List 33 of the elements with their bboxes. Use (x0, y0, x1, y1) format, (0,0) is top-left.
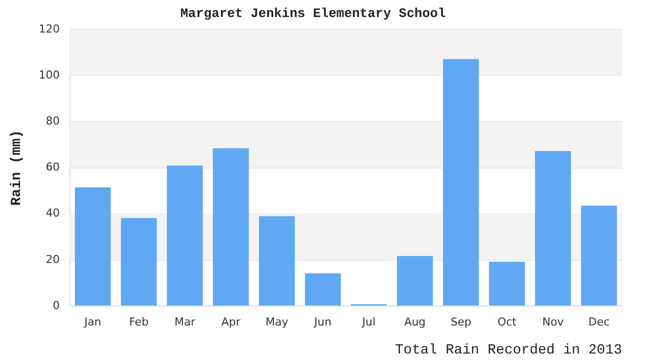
x-tick-label: Sep (450, 315, 472, 328)
bar (120, 218, 157, 306)
x-tick-label: May (265, 315, 289, 328)
bar (74, 187, 111, 306)
bar (396, 256, 433, 306)
x-tick-label: Feb (129, 315, 149, 328)
x-tick-label: Jun (313, 315, 332, 328)
bar (581, 206, 617, 306)
x-tick-label: Mar (174, 315, 196, 328)
x-tick-label: Nov (542, 315, 564, 328)
x-tick-label: Jan (83, 315, 102, 328)
y-tick-label: 100 (38, 68, 60, 82)
y-tick-label: 120 (38, 22, 60, 36)
y-axis-title: Rain (mm) (8, 130, 25, 206)
bar (535, 150, 571, 306)
bar (166, 165, 203, 306)
x-tick-label: Dec (588, 315, 610, 328)
bar (304, 273, 341, 306)
x-axis-title: Total Rain Recorded in 2013 (395, 342, 622, 358)
y-tick-label: 0 (52, 298, 60, 312)
chart-title: Margaret Jenkins Elementary School (180, 6, 446, 22)
x-tick-label: Jul (361, 315, 376, 328)
bar (212, 148, 249, 306)
y-tick-label: 60 (46, 160, 60, 174)
y-tick-label: 40 (46, 206, 60, 220)
x-tick-label: Aug (404, 315, 426, 328)
bar (442, 59, 479, 306)
y-tick-label: 80 (46, 114, 60, 128)
bar (489, 262, 525, 306)
y-tick-label: 20 (46, 252, 60, 266)
x-tick-label: Apr (221, 315, 241, 328)
x-tick-label: Oct (497, 315, 518, 328)
bar (258, 216, 295, 306)
